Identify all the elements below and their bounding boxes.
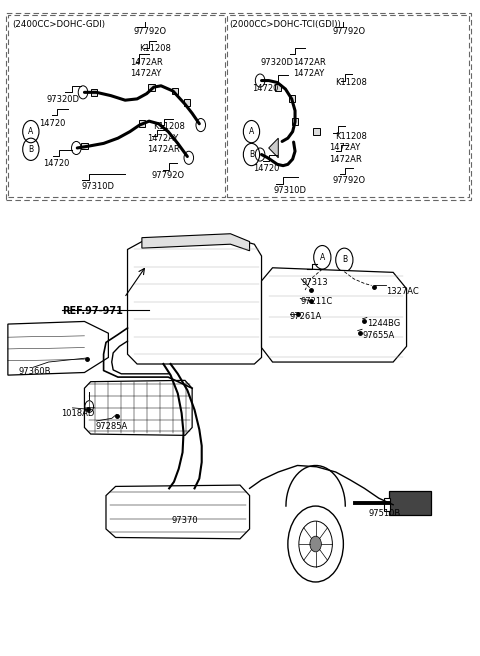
- Text: K11208: K11208: [140, 44, 171, 53]
- Circle shape: [196, 119, 205, 132]
- Polygon shape: [128, 237, 262, 364]
- Text: B: B: [249, 150, 254, 159]
- Bar: [8, 15, 225, 197]
- Text: 97285A: 97285A: [96, 422, 128, 431]
- Text: 1472AR: 1472AR: [131, 58, 163, 68]
- Circle shape: [255, 74, 265, 87]
- Text: 97792O: 97792O: [134, 27, 167, 36]
- Text: A: A: [28, 127, 34, 136]
- Text: K11208: K11208: [153, 123, 185, 131]
- Text: 14720: 14720: [43, 159, 69, 168]
- Text: 97792O: 97792O: [332, 176, 365, 185]
- Text: 14720: 14720: [253, 165, 280, 173]
- Text: 1472AY: 1472AY: [131, 70, 162, 79]
- Polygon shape: [8, 321, 108, 375]
- Polygon shape: [106, 485, 250, 539]
- Text: A: A: [320, 253, 325, 262]
- Text: 14720: 14720: [252, 85, 279, 94]
- Bar: [172, 88, 179, 94]
- Text: 97655A: 97655A: [362, 331, 394, 340]
- Text: 97320D: 97320D: [47, 95, 80, 104]
- Circle shape: [184, 152, 193, 165]
- Text: K11208: K11208: [335, 132, 367, 140]
- Text: A: A: [249, 127, 254, 136]
- Text: 1244BG: 1244BG: [367, 319, 400, 329]
- Text: REF.97-971: REF.97-971: [62, 306, 123, 316]
- Text: 1472AR: 1472AR: [329, 155, 362, 163]
- Polygon shape: [84, 380, 192, 436]
- Text: 97792O: 97792O: [332, 27, 365, 36]
- Text: 1327AC: 1327AC: [386, 287, 419, 297]
- Text: 97320D: 97320D: [261, 58, 294, 68]
- Bar: [275, 84, 281, 91]
- Text: 97261A: 97261A: [290, 312, 322, 321]
- Text: (2000CC>DOHC-TCI(GDI)): (2000CC>DOHC-TCI(GDI)): [229, 20, 341, 30]
- Bar: [81, 142, 87, 150]
- Text: B: B: [28, 145, 34, 154]
- Text: 1472AY: 1472AY: [293, 70, 324, 79]
- Circle shape: [310, 536, 322, 552]
- Text: 97360B: 97360B: [19, 367, 51, 377]
- Circle shape: [72, 142, 81, 155]
- Text: 97370: 97370: [171, 516, 198, 525]
- Text: 1472AR: 1472AR: [147, 146, 180, 154]
- Polygon shape: [142, 234, 250, 251]
- Text: 1472AY: 1472AY: [147, 134, 179, 143]
- Text: 97211C: 97211C: [300, 297, 333, 306]
- Circle shape: [255, 148, 265, 161]
- Polygon shape: [269, 138, 278, 158]
- Bar: [227, 15, 469, 197]
- Circle shape: [85, 401, 94, 413]
- Circle shape: [78, 86, 88, 99]
- Text: 14720: 14720: [39, 119, 65, 127]
- Text: (2400CC>DOHC-GDI): (2400CC>DOHC-GDI): [12, 20, 106, 30]
- Bar: [288, 96, 295, 102]
- Text: 97313: 97313: [301, 277, 328, 287]
- Text: 97792O: 97792O: [152, 171, 185, 180]
- Text: 97310D: 97310D: [274, 186, 307, 195]
- Text: 1472AR: 1472AR: [293, 58, 325, 68]
- Text: 1472AY: 1472AY: [329, 144, 360, 152]
- Bar: [6, 13, 471, 199]
- Bar: [389, 491, 432, 514]
- Text: 97310D: 97310D: [81, 182, 114, 191]
- Bar: [91, 89, 97, 96]
- Text: K11208: K11208: [335, 78, 367, 87]
- Bar: [184, 99, 191, 106]
- Text: 1018AD: 1018AD: [61, 409, 95, 418]
- Bar: [292, 118, 298, 125]
- Text: 97510B: 97510B: [368, 508, 400, 518]
- Bar: [139, 120, 145, 127]
- Bar: [313, 128, 320, 135]
- Text: B: B: [342, 255, 347, 264]
- Bar: [148, 84, 155, 91]
- Polygon shape: [262, 268, 407, 362]
- Bar: [384, 497, 390, 510]
